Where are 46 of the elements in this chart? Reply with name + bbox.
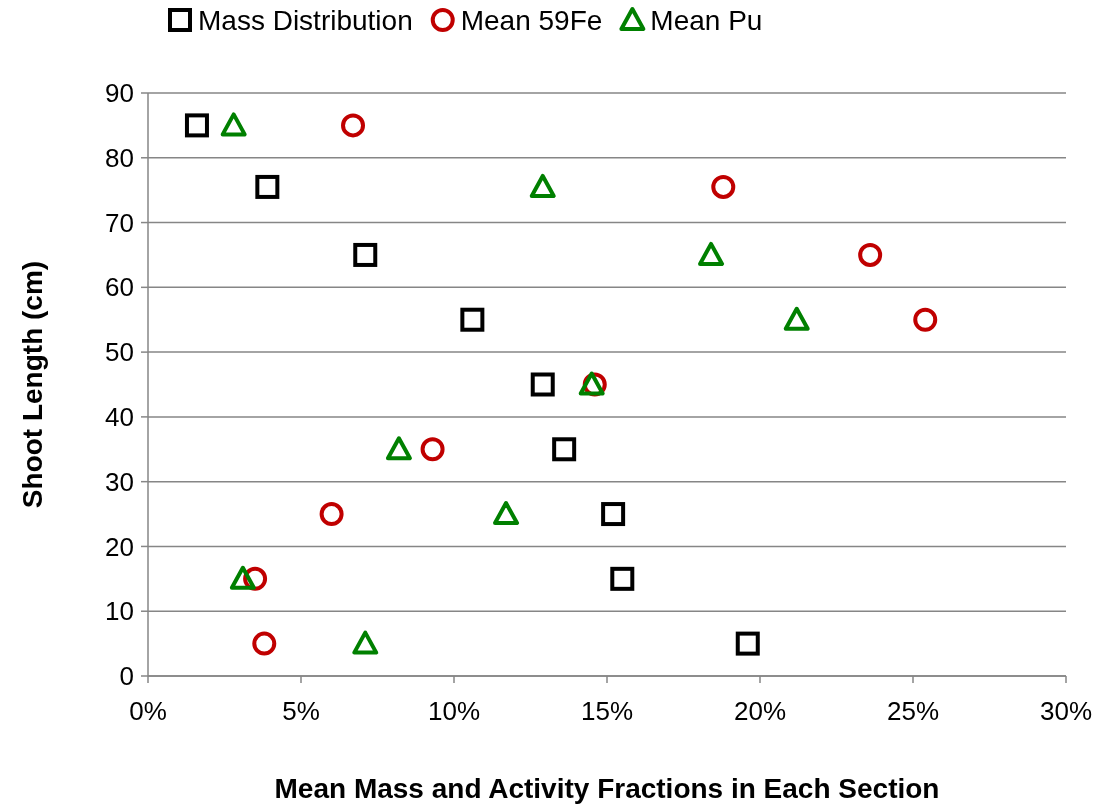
- point: [530, 372, 555, 397]
- point: [460, 307, 485, 332]
- point: [529, 173, 556, 198]
- y-tick-label: 30: [105, 466, 134, 497]
- point: [698, 241, 725, 266]
- y-tick-label: 90: [105, 78, 134, 109]
- y-axis-title: Shoot Length (cm): [17, 260, 48, 509]
- point: [252, 631, 277, 656]
- point: [319, 502, 344, 527]
- point: [229, 565, 256, 590]
- x-tick-label: 25%: [886, 696, 940, 726]
- x-tick-label: 20%: [733, 696, 787, 726]
- y-tick-label: 40: [105, 401, 134, 432]
- point: [913, 307, 938, 332]
- point: [385, 436, 412, 461]
- y-tick-label: 60: [105, 272, 134, 303]
- legend-label: Mass Distribution: [198, 4, 413, 36]
- point: [255, 174, 280, 199]
- y-tick-label: 20: [105, 531, 134, 562]
- x-tick-label: 10%: [427, 696, 481, 726]
- point: [735, 631, 760, 656]
- point: [184, 113, 209, 138]
- point: [858, 242, 883, 267]
- point: [783, 306, 810, 331]
- y-tick-label: 50: [105, 337, 134, 368]
- x-tick-label: 30%: [1039, 696, 1093, 726]
- point: [353, 242, 378, 267]
- point: [341, 113, 366, 138]
- point: [610, 566, 635, 591]
- point: [220, 112, 247, 137]
- x-tick-label: 15%: [580, 696, 634, 726]
- point: [493, 501, 520, 526]
- x-tick-label: 5%: [282, 696, 320, 726]
- point: [420, 437, 445, 462]
- point: [711, 174, 736, 199]
- point: [352, 630, 379, 655]
- x-axis-title: Mean Mass and Activity Fractions in Each Section: [274, 773, 940, 804]
- point: [552, 437, 577, 462]
- y-tick-label: 10: [105, 596, 134, 627]
- legend-label: Mean Pu: [650, 4, 763, 36]
- point: [601, 502, 626, 527]
- y-tick-label: 80: [105, 142, 134, 173]
- x-tick-label: 0%: [129, 696, 167, 726]
- y-tick-label: 70: [105, 207, 134, 238]
- legend-label: Mean 59Fe: [460, 4, 603, 36]
- y-tick-label: 0: [119, 661, 134, 692]
